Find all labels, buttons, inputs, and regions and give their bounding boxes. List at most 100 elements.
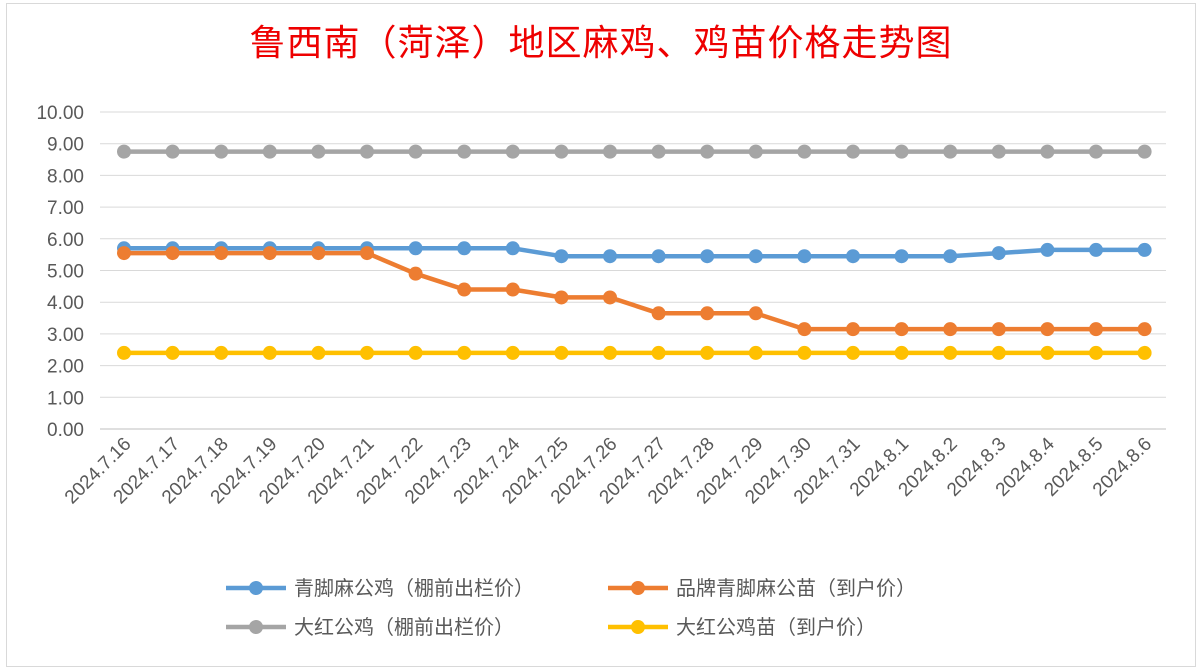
data-point: [457, 345, 472, 360]
data-point: [1040, 322, 1055, 337]
data-point: [651, 306, 666, 321]
data-point: [360, 345, 374, 360]
data-point: [651, 249, 666, 264]
data-point: [1137, 242, 1152, 257]
data-point: [1040, 345, 1055, 360]
data-point: [748, 306, 763, 321]
data-point: [165, 246, 180, 261]
data-point: [505, 144, 520, 159]
data-point: [408, 144, 423, 159]
data-point: [408, 345, 423, 360]
data-point: [505, 345, 520, 360]
legend-item: 大红公鸡苗（到户价）: [608, 615, 876, 639]
data-point: [1137, 144, 1152, 159]
y-tick-label: 9.00: [47, 135, 84, 156]
data-point: [1089, 144, 1103, 159]
data-point: [457, 282, 472, 297]
series-line: [124, 250, 1145, 332]
y-tick-label: 8.00: [47, 166, 84, 187]
y-tick-label: 10.00: [36, 103, 84, 124]
data-point: [748, 345, 763, 360]
y-tick-label: 1.00: [47, 388, 84, 409]
data-point: [1089, 345, 1103, 360]
series-lines: [117, 144, 1152, 360]
data-point: [117, 345, 131, 360]
data-point: [797, 144, 812, 159]
chart-title: 鲁西南（菏泽）地区麻鸡、鸡苗价格走势图: [249, 23, 953, 64]
data-point: [603, 249, 617, 264]
data-point: [894, 249, 909, 264]
data-point: [1089, 322, 1103, 337]
data-point: [846, 322, 860, 337]
data-point: [797, 322, 812, 337]
data-point: [748, 144, 763, 159]
y-tick-label: 3.00: [47, 325, 84, 346]
series-line: [124, 246, 1145, 259]
data-point: [505, 282, 520, 297]
data-point: [1089, 242, 1103, 257]
data-point: [846, 249, 860, 264]
data-point: [554, 345, 569, 360]
data-point: [846, 144, 860, 159]
y-tick-label: 6.00: [47, 230, 84, 251]
legend-marker: [249, 620, 263, 634]
data-point: [311, 144, 326, 159]
data-point: [262, 144, 277, 159]
data-point: [262, 246, 277, 261]
y-tick-label: 4.00: [47, 293, 84, 314]
data-point: [991, 246, 1006, 261]
data-point: [943, 249, 958, 264]
data-point: [700, 249, 715, 264]
legend-marker: [631, 620, 645, 634]
data-point: [311, 345, 326, 360]
data-point: [554, 290, 569, 305]
data-point: [1137, 345, 1152, 360]
y-tick-label: 2.00: [47, 357, 84, 378]
data-point: [1040, 144, 1055, 159]
data-point: [943, 322, 958, 337]
data-point: [894, 345, 909, 360]
y-axis-ticks: 0.00 1.00 2.00 3.00 4.00 5.00 6.00 7.00 8.00 9.00…: [36, 103, 84, 441]
series-2: [117, 246, 1152, 337]
data-point: [748, 249, 763, 264]
legend-item: 品牌青脚麻公苗（到户价）: [608, 576, 916, 600]
data-point: [894, 144, 909, 159]
data-point: [603, 290, 617, 305]
data-point: [214, 144, 229, 159]
data-point: [457, 144, 472, 159]
data-point: [165, 144, 180, 159]
data-point: [700, 144, 715, 159]
data-point: [991, 345, 1006, 360]
legend-label: 大红公鸡苗（到户价）: [676, 615, 876, 639]
data-point: [1137, 322, 1152, 337]
y-tick-label: 0.00: [47, 420, 84, 441]
series-4: [117, 345, 1152, 360]
data-point: [214, 246, 229, 261]
data-point: [360, 144, 374, 159]
y-tick-label: 7.00: [47, 198, 84, 219]
data-point: [311, 246, 326, 261]
data-point: [1040, 242, 1055, 257]
legend-marker: [249, 581, 263, 595]
data-point: [505, 241, 520, 256]
legend-label: 品牌青脚麻公苗（到户价）: [676, 576, 916, 600]
legend-item: 青脚麻公鸡（棚前出栏价）: [226, 576, 534, 600]
data-point: [894, 322, 909, 337]
gridlines: [100, 111, 1166, 430]
data-point: [651, 144, 666, 159]
data-point: [943, 144, 958, 159]
legend-item: 大红公鸡（棚前出栏价）: [226, 615, 514, 639]
data-point: [651, 345, 666, 360]
data-point: [991, 322, 1006, 337]
legend: 青脚麻公鸡（棚前出栏价） 品牌青脚麻公苗（到户价） 大红公鸡（棚前出栏价） 大红公鸡苗…: [226, 576, 916, 639]
data-point: [408, 241, 423, 256]
data-point: [554, 144, 569, 159]
data-point: [214, 345, 229, 360]
series-3: [117, 144, 1152, 159]
legend-marker: [631, 581, 645, 595]
data-point: [700, 345, 715, 360]
data-point: [991, 144, 1006, 159]
data-point: [262, 345, 277, 360]
data-point: [165, 345, 180, 360]
